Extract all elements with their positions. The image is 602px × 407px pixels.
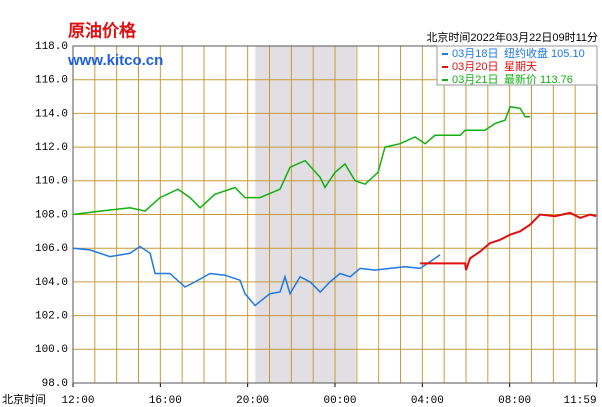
legend-text: 星期天 [504,60,537,73]
plot-area [72,45,598,387]
x-tick-label: 04:00 [411,395,444,407]
legend-name: 03月20日 [452,61,498,73]
y-tick-label: 114.0 [35,108,68,120]
y-tick-label: 98.0 [42,378,68,390]
y-tick-label: 102.0 [35,311,68,323]
legend-name: 03月18日 [452,48,498,60]
y-tick-label: 106.0 [35,243,68,255]
y-tick-label: 110.0 [35,176,68,188]
x-tick-label: 08:00 [498,395,531,407]
y-tick-label: 100.0 [35,344,68,356]
legend-text: 纽约收盘 105.10 [504,46,585,60]
x-tick-label: 16:00 [149,395,182,407]
legend-box [436,45,598,86]
legend: 03月18日 纽约收盘 105.10 03月20日 星期天 03月21日 最新价 113.… [436,45,598,86]
price-line [72,105,531,216]
y-tick-label: 118.0 [35,41,68,53]
y-tick-label: 116.0 [35,75,68,87]
y-tick-label: 108.0 [35,209,68,221]
price-line [72,245,441,307]
price-line [420,211,597,271]
legend-text: 最新价 113.76 [504,72,573,86]
y-tick-label: 112.0 [35,142,68,154]
x-tick-label: 20:00 [236,395,269,407]
legend-name: 03月21日 [452,74,498,86]
chart-title: 原油价格 [68,20,137,40]
x-tick-label: 00:00 [323,395,356,407]
x-axis-label: 北京时间 [2,392,46,406]
x-tick-label: 11:59 [564,395,597,407]
chart-subtitle: www.kitco.cn [67,52,163,69]
x-tick-label: 12:00 [61,395,94,407]
y-tick-label: 104.0 [35,277,68,289]
timestamp: 北京时间2022年03月22日09时11分 [426,30,598,44]
